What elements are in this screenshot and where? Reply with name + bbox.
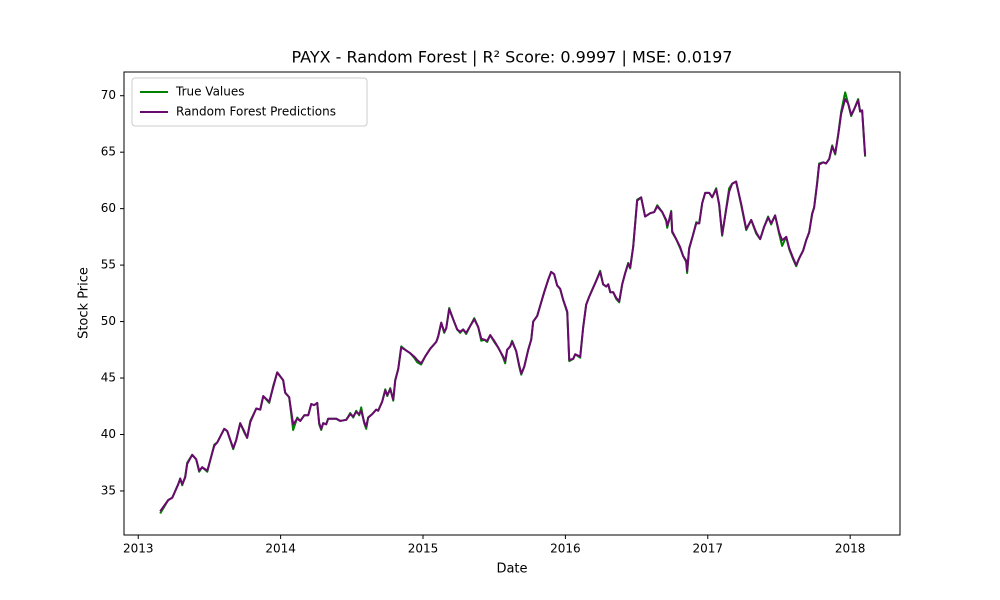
line-series bbox=[159, 91, 867, 515]
x-tick-label: 2015 bbox=[408, 542, 439, 556]
x-tick-label: 2018 bbox=[835, 542, 866, 556]
y-tick-label: 35 bbox=[101, 483, 116, 497]
y-tick-label: 70 bbox=[101, 88, 116, 102]
x-tick-label: 2013 bbox=[123, 542, 154, 556]
x-tick-label: 2014 bbox=[265, 542, 296, 556]
legend-box bbox=[131, 77, 368, 127]
x-tick-label: 2017 bbox=[693, 542, 724, 556]
chart-title: PAYX - Random Forest | R² Score: 0.9997 … bbox=[292, 48, 733, 67]
line-series bbox=[159, 98, 867, 512]
y-tick-label: 65 bbox=[101, 145, 116, 159]
plot-frame bbox=[123, 71, 901, 536]
y-axis-label: Stock Price bbox=[77, 267, 92, 339]
y-tick-label: 60 bbox=[101, 201, 116, 215]
y-tick-label: 55 bbox=[101, 258, 116, 272]
y-tick-label: 40 bbox=[101, 427, 116, 441]
y-tick-label: 50 bbox=[101, 314, 116, 328]
x-axis-label: Date bbox=[496, 562, 527, 577]
x-tick-label: 2016 bbox=[550, 542, 581, 556]
legend-label: True Values bbox=[175, 85, 245, 99]
y-tick-label: 45 bbox=[101, 371, 116, 385]
legend-label: Random Forest Predictions bbox=[176, 105, 336, 119]
